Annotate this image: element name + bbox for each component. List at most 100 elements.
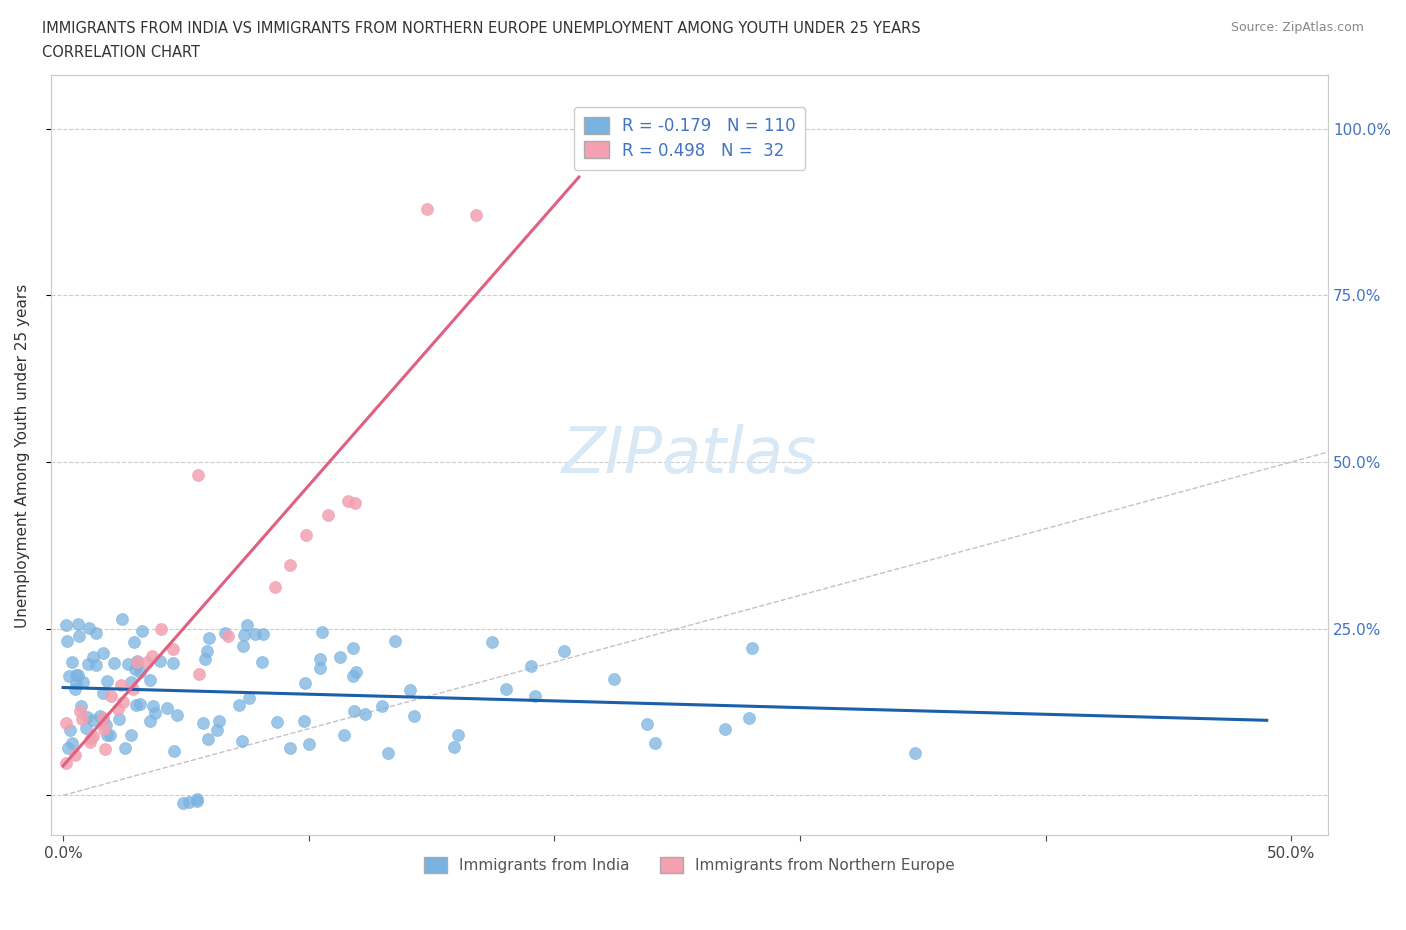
Point <box>65 668 87 683</box>
Point <box>59 722 82 737</box>
Point <box>191 715 214 730</box>
Text: ZIPatlas: ZIPatlas <box>562 424 817 486</box>
Point <box>464 208 486 223</box>
Point <box>100 688 122 703</box>
Point <box>69 704 91 719</box>
Text: IMMIGRANTS FROM INDIA VS IMMIGRANTS FROM NORTHERN EUROPE UNEMPLOYMENT AMONG YOUT: IMMIGRANTS FROM INDIA VS IMMIGRANTS FROM… <box>42 21 921 36</box>
Point <box>60 736 83 751</box>
Point <box>344 665 367 680</box>
Point <box>342 640 364 655</box>
Point <box>278 740 301 755</box>
Point <box>294 676 316 691</box>
Point <box>77 657 100 671</box>
Point <box>110 678 132 693</box>
Point <box>72 675 94 690</box>
Point <box>62 655 84 670</box>
Point <box>523 689 546 704</box>
Point <box>117 657 139 671</box>
Point <box>82 650 104 665</box>
Point <box>98 728 121 743</box>
Point <box>107 701 129 716</box>
Point <box>67 617 90 631</box>
Point <box>70 699 93 714</box>
Point <box>238 691 260 706</box>
Point <box>80 731 103 746</box>
Legend: Immigrants from India, Immigrants from Northern Europe: Immigrants from India, Immigrants from N… <box>416 850 963 881</box>
Point <box>714 722 737 737</box>
Point <box>214 626 236 641</box>
Point <box>250 655 273 670</box>
Point <box>186 791 208 806</box>
Point <box>495 682 517 697</box>
Point <box>56 633 79 648</box>
Point <box>377 745 399 760</box>
Point <box>156 700 179 715</box>
Point <box>443 739 465 754</box>
Point <box>86 626 108 641</box>
Point <box>228 698 250 712</box>
Y-axis label: Unemployment Among Youth under 25 years: Unemployment Among Youth under 25 years <box>15 284 30 628</box>
Point <box>139 673 162 688</box>
Point <box>741 641 763 656</box>
Point <box>404 709 426 724</box>
Point <box>603 671 626 686</box>
Point <box>131 623 153 638</box>
Point <box>89 709 111 724</box>
Point <box>142 698 165 713</box>
Point <box>125 655 148 670</box>
Point <box>162 656 184 671</box>
Point <box>103 656 125 671</box>
Point <box>333 727 356 742</box>
Point <box>112 694 135 709</box>
Point <box>129 665 152 680</box>
Point <box>194 651 217 666</box>
Point <box>344 496 367 511</box>
Point <box>520 659 543 674</box>
Point <box>384 633 406 648</box>
Point <box>143 705 166 720</box>
Point <box>139 713 162 728</box>
Point <box>77 621 100 636</box>
Point <box>481 634 503 649</box>
Point <box>96 673 118 688</box>
Point <box>111 611 134 626</box>
Point <box>172 796 194 811</box>
Point <box>337 494 360 509</box>
Point <box>94 742 117 757</box>
Point <box>150 621 173 636</box>
Point <box>553 644 575 658</box>
Point <box>231 734 253 749</box>
Point <box>264 579 287 594</box>
Point <box>82 712 104 727</box>
Point <box>55 618 77 633</box>
Point <box>67 668 90 683</box>
Point <box>278 557 301 572</box>
Point <box>55 715 77 730</box>
Point <box>217 629 239 644</box>
Point <box>316 507 339 522</box>
Point <box>343 704 366 719</box>
Point <box>120 675 142 690</box>
Point <box>125 654 148 669</box>
Point <box>120 727 142 742</box>
Point <box>236 618 259 632</box>
Point <box>297 737 319 751</box>
Point <box>243 627 266 642</box>
Point <box>399 683 422 698</box>
Point <box>195 644 218 658</box>
Point <box>308 660 330 675</box>
Point <box>65 675 87 690</box>
Point <box>342 669 364 684</box>
Point <box>121 682 143 697</box>
Point <box>644 736 666 751</box>
Point <box>166 707 188 722</box>
Point <box>163 743 186 758</box>
Point <box>738 711 761 725</box>
Point <box>124 634 146 649</box>
Point <box>354 707 377 722</box>
Point <box>188 667 211 682</box>
Point <box>252 627 274 642</box>
Point <box>76 710 98 724</box>
Point <box>904 746 927 761</box>
Point <box>129 697 152 711</box>
